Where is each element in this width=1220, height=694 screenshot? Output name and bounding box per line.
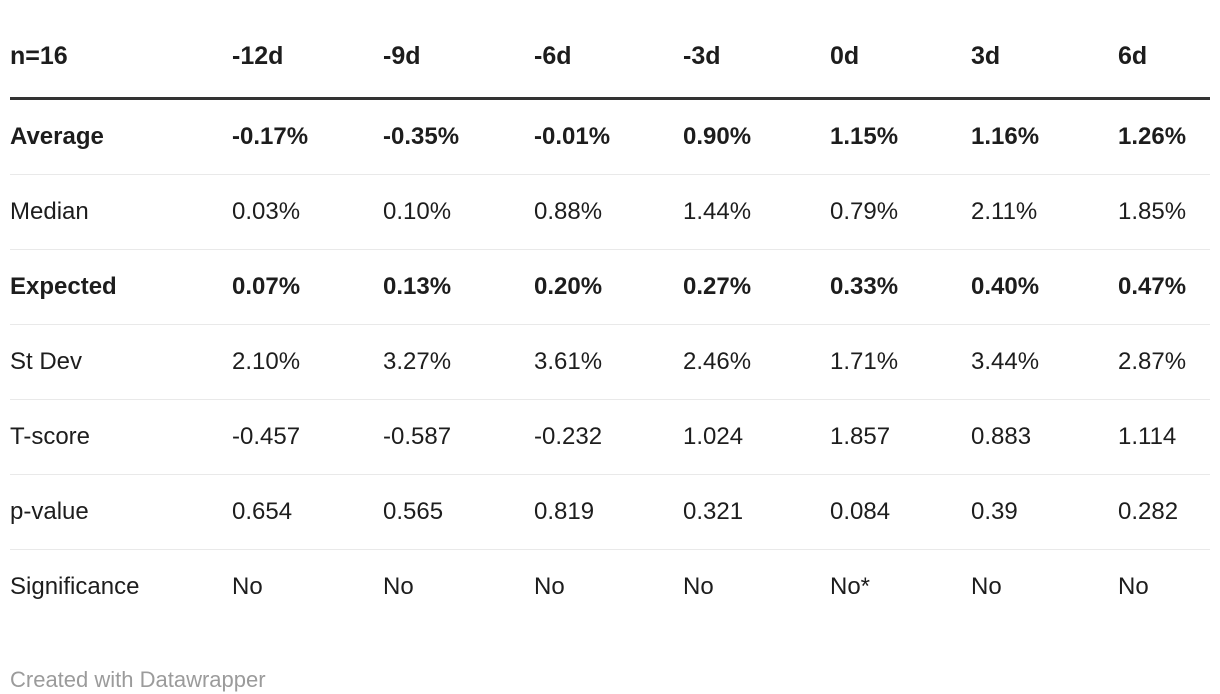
table-cell: No [534, 549, 683, 624]
table-row: p-value 0.654 0.565 0.819 0.321 0.084 0.39 0.28… [10, 474, 1210, 550]
table-cell: 2.87% [1118, 324, 1210, 400]
column-header: 3d [971, 0, 1118, 100]
table-cell: -0.587 [383, 399, 534, 475]
table-cell: 1.26% [1118, 123, 1187, 150]
table-head: n=16 -12d -9d -6d -3d 0d 3d 6d [10, 0, 1210, 100]
table-cell: 1.44% [683, 174, 830, 250]
row-label: p-value [10, 474, 232, 550]
table-cell: 0.03% [232, 174, 383, 250]
table-cell: 0.883 [971, 399, 1118, 475]
column-header: -3d [683, 0, 830, 100]
table-cell: 0.13% [383, 249, 534, 325]
table-row: Median 0.03% 0.10% 0.88% 1.44% 0.79% 2.11% 1.85… [10, 174, 1210, 250]
table-cell: -0.35% [383, 123, 460, 150]
table-cell: 0.33% [830, 249, 971, 325]
table-cell: 2.46% [683, 324, 830, 400]
table-cell: 3.44% [971, 324, 1118, 400]
table-cell: 0.321 [683, 474, 830, 550]
table-row: Significance No No No No No* No No [10, 549, 1210, 624]
table-cell: No [683, 549, 830, 624]
table-cell: 2.10% [232, 324, 383, 400]
table-cell: No [232, 549, 383, 624]
column-header: -9d [383, 0, 534, 100]
table-cell: -0.17% [232, 123, 309, 150]
table-cell: 0.10% [383, 174, 534, 250]
row-label: Significance [10, 549, 232, 624]
table-cell: 1.024 [683, 399, 830, 475]
table-row: Expected 0.07% 0.13% 0.20% 0.27% 0.33% 0.40% 0.… [10, 249, 1210, 325]
table-cell: 0.47% [1118, 249, 1210, 325]
table-cell: 2.11% [971, 174, 1118, 250]
table-cell: 1.71% [830, 324, 971, 400]
table-cell: No [1118, 549, 1210, 624]
datawrapper-credit-link[interactable]: Created with Datawrapper [10, 667, 266, 692]
table-cell: 0.90% [683, 123, 752, 150]
row-label: Average [10, 123, 104, 150]
table-cell: 0.88% [534, 174, 683, 250]
table-cell: 1.15% [830, 123, 899, 150]
column-header: 6d [1118, 0, 1210, 100]
table-cell: -0.457 [232, 399, 383, 475]
table-cell: 1.85% [1118, 174, 1210, 250]
table-cell: 3.61% [534, 324, 683, 400]
table-cell: 0.084 [830, 474, 971, 550]
table-cell: 0.654 [232, 474, 383, 550]
row-label: St Dev [10, 324, 232, 400]
row-label: T-score [10, 399, 232, 475]
statistics-table: n=16 -12d -9d -6d -3d 0d 3d 6d Average -0.17% -0.… [10, 0, 1210, 624]
table-row: St Dev 2.10% 3.27% 3.61% 2.46% 1.71% 3.44% 2.87… [10, 324, 1210, 400]
table-cell: No [971, 549, 1118, 624]
table-row: T-score -0.457 -0.587 -0.232 1.024 1.857 0.883… [10, 399, 1210, 475]
table-cell: No [383, 549, 534, 624]
table-cell: 1.114 [1118, 399, 1210, 475]
row-label: Expected [10, 249, 232, 325]
table-cell: 0.282 [1118, 474, 1210, 550]
table-cell: 0.40% [971, 249, 1118, 325]
table-body: Average -0.17% -0.35% -0.01% 0.90% 1.15% 1.16%… [10, 99, 1210, 624]
column-header: -12d [232, 0, 383, 100]
table-header-row: n=16 -12d -9d -6d -3d 0d 3d 6d [10, 0, 1210, 100]
table-cell: 1.857 [830, 399, 971, 475]
table-row: Average -0.17% -0.35% -0.01% 0.90% 1.15% 1.16%… [10, 99, 1210, 175]
column-header: -6d [534, 0, 683, 100]
table-cell: -0.232 [534, 399, 683, 475]
table-title-header: n=16 [10, 0, 232, 100]
column-header: 0d [830, 0, 971, 100]
table-cell: 0.07% [232, 249, 383, 325]
table-cell: -0.01% [534, 123, 611, 150]
table-cell: 0.39 [971, 474, 1118, 550]
table-cell: 0.79% [830, 174, 971, 250]
table-cell: No* [830, 549, 971, 624]
table-cell: 0.819 [534, 474, 683, 550]
table-cell: 3.27% [383, 324, 534, 400]
table-cell: 0.20% [534, 249, 683, 325]
row-label: Median [10, 174, 232, 250]
table-cell: 1.16% [971, 123, 1040, 150]
table-cell: 0.27% [683, 249, 830, 325]
table-cell: 0.565 [383, 474, 534, 550]
